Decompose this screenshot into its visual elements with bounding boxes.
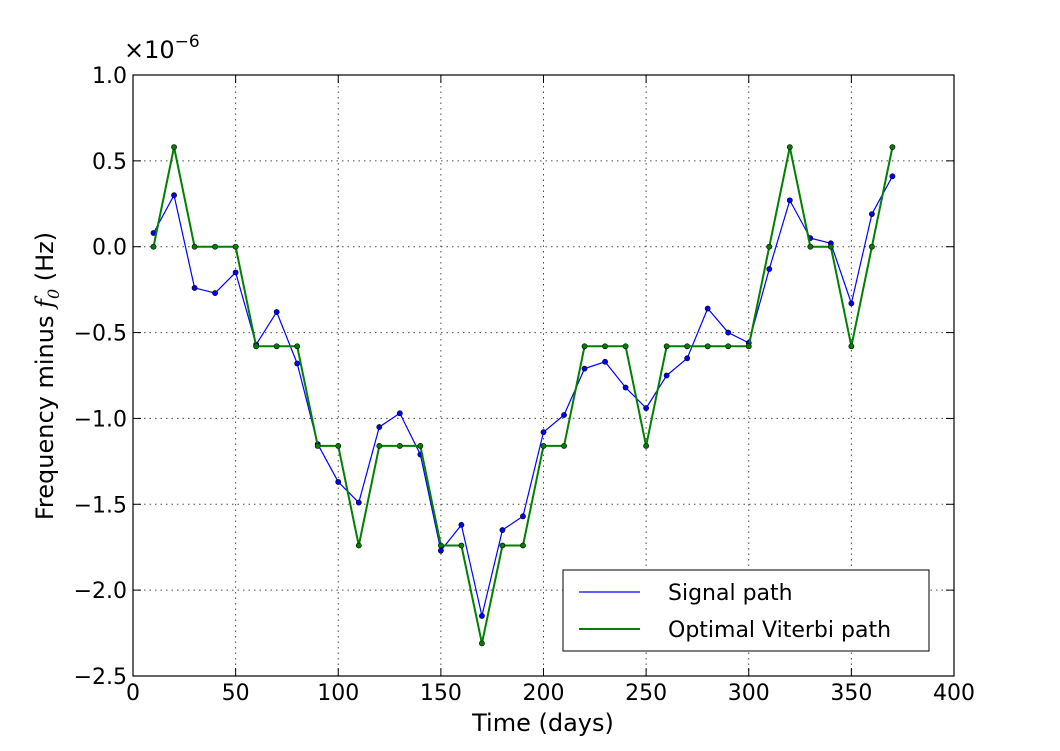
x-tick-label: 350 — [830, 681, 872, 706]
data-point-signal — [294, 360, 301, 367]
data-point-signal — [437, 547, 444, 554]
data-point-viterbi — [437, 542, 444, 549]
y-tick-label: −1.5 — [74, 493, 127, 518]
data-point-viterbi — [827, 243, 834, 250]
ticks-layer: 0 50 100 150 200 250 300 350 400 1.0 0.5 0.0 −0.5 −1.… — [74, 64, 975, 706]
data-point-viterbi — [499, 542, 506, 549]
data-point-viterbi — [458, 542, 465, 549]
data-point-signal — [458, 521, 465, 528]
data-point-viterbi — [602, 343, 608, 350]
series-line-viterbi — [152, 146, 894, 645]
data-point-viterbi — [212, 243, 218, 250]
data-point-signal — [335, 479, 342, 485]
y-tick-label: 0.5 — [92, 150, 127, 175]
x-tick-label: 250 — [625, 681, 667, 706]
data-point-viterbi — [171, 144, 177, 151]
data-point-viterbi — [417, 443, 424, 449]
x-tick-label: 50 — [222, 681, 250, 706]
x-tick-label: 100 — [317, 681, 359, 706]
data-point-signal — [479, 613, 485, 619]
data-point-signal — [663, 372, 670, 379]
data-point-signal — [355, 499, 362, 506]
legend-label-viterbi: Optimal Viterbi path — [668, 618, 891, 643]
y-tick-label: 0.0 — [92, 236, 127, 261]
data-point-viterbi — [622, 343, 629, 350]
data-point-signal — [869, 211, 875, 217]
data-point-signal — [499, 527, 506, 533]
data-point-viterbi — [376, 443, 383, 449]
data-point-signal — [171, 192, 177, 199]
data-point-signal — [561, 412, 567, 418]
data-point-viterbi — [273, 343, 280, 350]
data-point-signal — [191, 285, 198, 291]
data-point-signal — [396, 410, 403, 417]
y-tick-label: −2.0 — [74, 579, 127, 604]
x-tick-label: 150 — [420, 681, 462, 706]
data-point-viterbi — [479, 640, 485, 647]
data-point-signal — [581, 365, 588, 372]
legend: Signal path Optimal Viterbi path — [562, 569, 930, 652]
data-point-viterbi — [663, 343, 670, 350]
x-tick-label: 200 — [523, 681, 565, 706]
data-point-signal — [684, 355, 691, 362]
y-tick-label: −1.0 — [74, 407, 127, 432]
data-point-signal — [602, 358, 608, 365]
data-point-viterbi — [581, 343, 588, 350]
data-point-viterbi — [150, 243, 157, 250]
data-point-signal — [786, 197, 793, 204]
data-point-signal — [766, 266, 773, 272]
series-line-signal — [152, 176, 893, 617]
data-point-viterbi — [848, 343, 855, 350]
data-point-viterbi — [396, 443, 403, 449]
data-point-viterbi — [253, 343, 260, 350]
data-point-viterbi — [684, 343, 691, 350]
data-point-viterbi — [355, 542, 362, 549]
data-point-signal — [376, 424, 383, 430]
data-point-signal — [212, 290, 218, 296]
data-point-signal — [520, 513, 526, 520]
data-point-viterbi — [745, 343, 752, 350]
x-tick-label: 300 — [728, 681, 770, 706]
data-point-signal — [848, 300, 855, 307]
data-point-signal — [889, 173, 896, 180]
data-point-viterbi — [294, 343, 301, 350]
data-point-viterbi — [520, 542, 526, 549]
data-point-signal — [232, 269, 239, 276]
data-point-signal — [643, 405, 650, 412]
y-axis-label: Frequency minus f0 (Hz) — [31, 232, 63, 520]
x-tick-label: 0 — [126, 681, 140, 706]
y-multiplier: ×10−6 — [124, 32, 200, 64]
data-point-viterbi — [889, 144, 896, 151]
data-point-viterbi — [704, 343, 711, 350]
data-point-signal — [725, 329, 732, 336]
y-tick-label: 1.0 — [92, 64, 127, 89]
data-point-viterbi — [540, 443, 547, 449]
x-tick-label: 400 — [933, 681, 975, 706]
data-point-viterbi — [232, 243, 239, 250]
data-point-signal — [622, 384, 629, 391]
legend-label-signal: Signal path — [668, 581, 793, 606]
data-point-viterbi — [314, 443, 321, 449]
data-point-viterbi — [561, 443, 567, 449]
data-point-viterbi — [725, 343, 732, 350]
series-layer — [150, 144, 896, 647]
data-point-viterbi — [335, 443, 342, 449]
data-point-signal — [704, 305, 711, 312]
data-point-viterbi — [191, 243, 198, 250]
y-tick-label: −0.5 — [74, 322, 127, 347]
legend-box — [562, 569, 930, 652]
data-point-signal — [540, 429, 547, 436]
data-point-viterbi — [643, 443, 650, 449]
data-point-viterbi — [786, 144, 793, 151]
data-point-viterbi — [807, 243, 814, 250]
x-axis-label: Time (days) — [471, 709, 614, 737]
data-point-signal — [273, 309, 280, 315]
data-point-viterbi — [766, 243, 773, 250]
y-tick-label: −2.5 — [74, 665, 127, 690]
data-point-viterbi — [869, 243, 875, 250]
